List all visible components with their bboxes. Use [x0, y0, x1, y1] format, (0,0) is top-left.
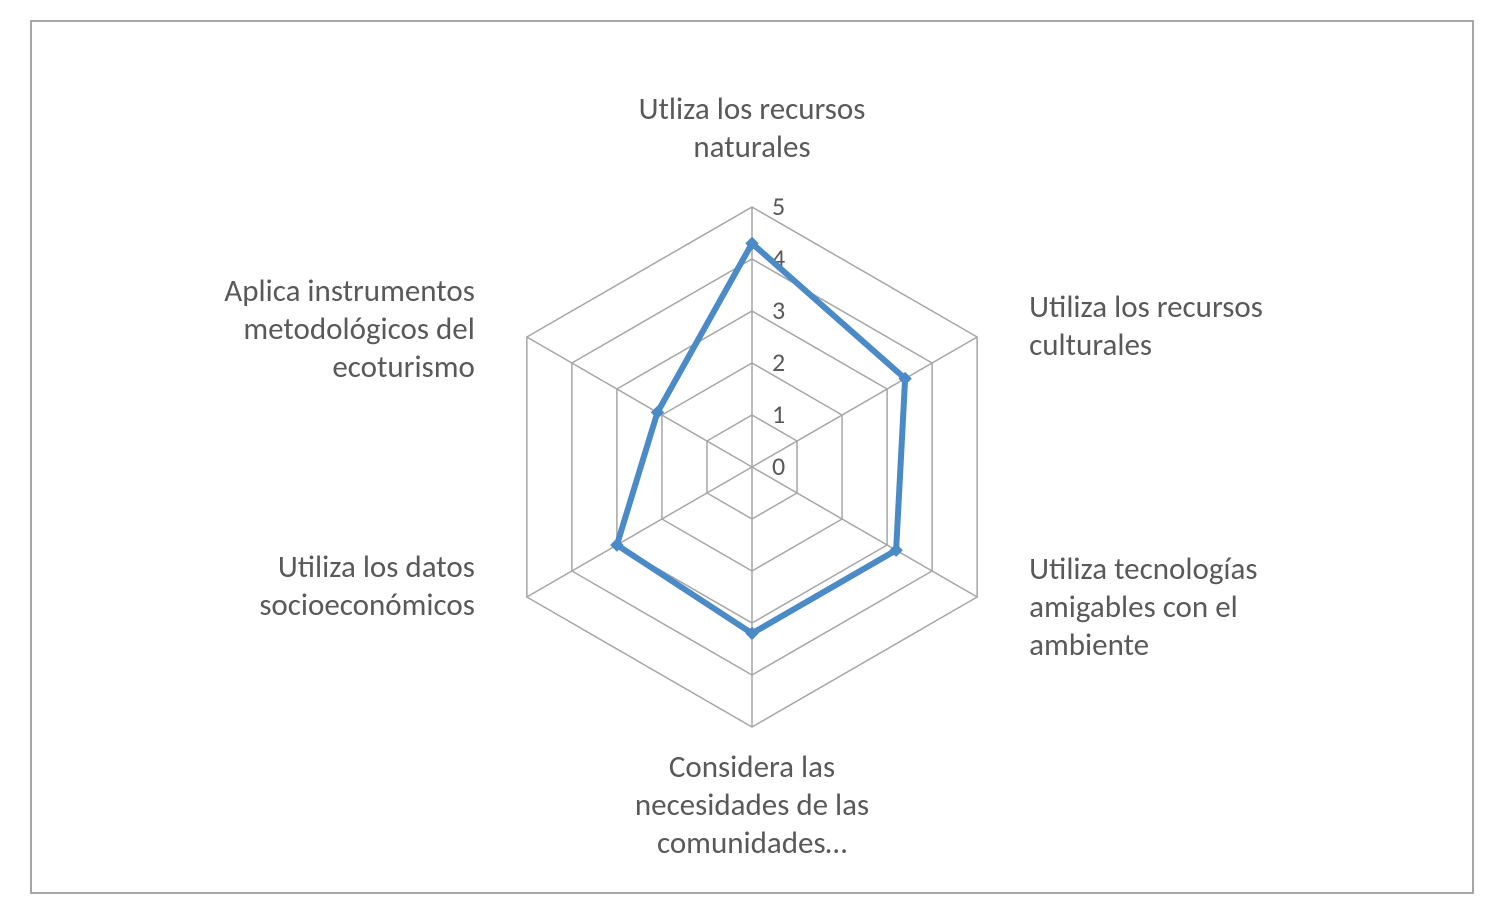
category-label: Utiliza tecnologíasamigables con elambie…: [1029, 550, 1257, 664]
grid-spoke: [752, 467, 977, 597]
radar-svg: 012345Utliza los recursosnaturalesUtiliz…: [32, 22, 1472, 892]
series-line: [617, 243, 905, 633]
tick-label: 0: [772, 450, 785, 482]
tick-label: 3: [772, 294, 785, 326]
tick-label: 2: [772, 346, 785, 378]
grid-spoke: [527, 337, 752, 467]
category-label: Aplica instrumentosmetodológicos delecot…: [224, 272, 475, 386]
radar-chart: 012345Utliza los recursosnaturalesUtiliz…: [32, 22, 1472, 892]
grid-spoke: [752, 337, 977, 467]
grid-spoke: [527, 467, 752, 597]
tick-label: 1: [772, 398, 785, 430]
tick-label: 5: [772, 190, 785, 222]
category-label: Utliza los recursosnaturales: [639, 90, 866, 166]
category-label: Utiliza los recursosculturales: [1029, 288, 1263, 364]
category-label: Utiliza los datossocioeconómicos: [259, 548, 475, 624]
category-label: Considera lasnecesidades de lascomunidad…: [635, 748, 869, 862]
chart-frame: 012345Utliza los recursosnaturalesUtiliz…: [30, 20, 1474, 894]
